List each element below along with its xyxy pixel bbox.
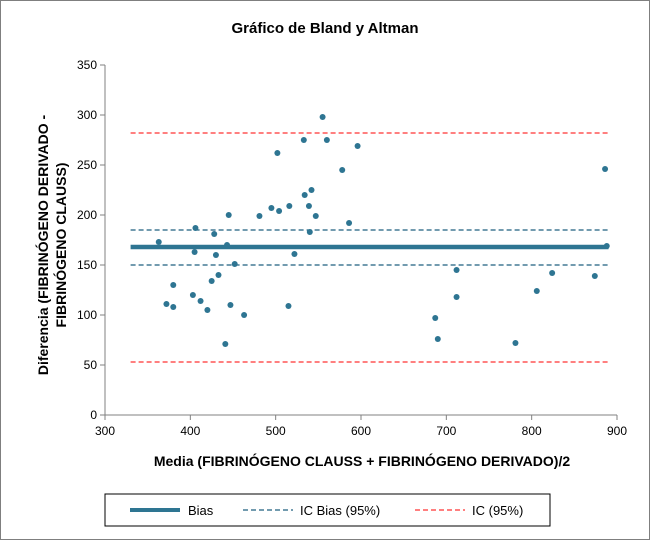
y-tick-label: 300 (77, 108, 97, 122)
data-point (208, 278, 215, 284)
data-point (453, 267, 460, 273)
legend-bias-label: Bias (188, 503, 214, 518)
y-tick-label: 200 (77, 208, 97, 222)
y-tick-label: 250 (77, 158, 97, 172)
data-point (163, 301, 170, 307)
x-tick-label: 900 (607, 424, 627, 438)
data-point (434, 336, 441, 342)
data-point (268, 205, 275, 211)
data-point (191, 249, 198, 255)
data-point (300, 137, 307, 143)
y-tick-label: 50 (84, 358, 98, 372)
data-point (222, 341, 229, 347)
data-point (346, 220, 353, 226)
data-point (305, 203, 312, 209)
data-point (231, 261, 238, 267)
data-point (308, 187, 315, 193)
data-point (276, 208, 283, 214)
data-point (339, 167, 346, 173)
data-point (432, 315, 439, 321)
legend-ci-bias-label: IC Bias (95%) (300, 503, 380, 518)
data-point (285, 303, 292, 309)
data-point (189, 292, 196, 298)
plot-area: 0 50 100 150 200 250 300 350 300 400 500 600 700 800 9… (77, 58, 627, 438)
data-point (211, 231, 218, 237)
data-point (591, 273, 598, 279)
y-tick-label: 150 (77, 258, 97, 272)
data-point (533, 288, 540, 294)
y-tick-label: 0 (90, 408, 97, 422)
x-tick-label: 600 (351, 424, 371, 438)
data-point (354, 143, 361, 149)
data-point (241, 312, 248, 318)
y-axis-title-line-2: FIBRINÓGENO CLAUSS) (52, 163, 69, 328)
data-point (215, 272, 222, 278)
x-tick-label: 400 (180, 424, 200, 438)
y-tick-label: 350 (77, 58, 97, 72)
data-point (549, 270, 556, 276)
data-point (306, 229, 313, 235)
x-axis-title: Media (FIBRINÓGENO CLAUSS + FIBRINÓGENO … (154, 452, 570, 469)
data-point (453, 294, 460, 300)
x-tick-label: 300 (95, 424, 115, 438)
data-point (224, 242, 231, 248)
y-tick-label: 100 (77, 308, 97, 322)
data-point (301, 192, 308, 198)
x-tick-label: 700 (436, 424, 456, 438)
data-point (170, 282, 177, 288)
data-point (227, 302, 234, 308)
data-point (225, 212, 232, 218)
data-point (155, 239, 162, 245)
data-point (274, 150, 281, 156)
data-point (512, 340, 519, 346)
data-point (192, 225, 199, 231)
data-point (323, 137, 330, 143)
y-axis-title-line-1: Diferencia (FIBRINÓGENO DERIVADO - (34, 115, 51, 376)
data-point (291, 251, 298, 257)
data-point (197, 298, 204, 304)
data-point (312, 213, 319, 219)
data-point (286, 203, 293, 209)
x-tick-label: 500 (266, 424, 286, 438)
legend-ci-95-label: IC (95%) (472, 503, 523, 518)
data-point (603, 243, 610, 249)
legend: Bias IC Bias (95%) IC (95%) (104, 493, 551, 527)
data-point (256, 213, 263, 219)
data-point (212, 252, 219, 258)
data-point (204, 307, 211, 313)
chart-title: Gráfico de Bland y Altman (232, 20, 419, 37)
y-axis-title: Diferencia (FIBRINÓGENO DERIVADO - FIBRI… (34, 115, 69, 376)
x-tick-label: 800 (522, 424, 542, 438)
data-point (319, 114, 326, 120)
data-point (170, 304, 177, 310)
data-point (602, 166, 609, 172)
